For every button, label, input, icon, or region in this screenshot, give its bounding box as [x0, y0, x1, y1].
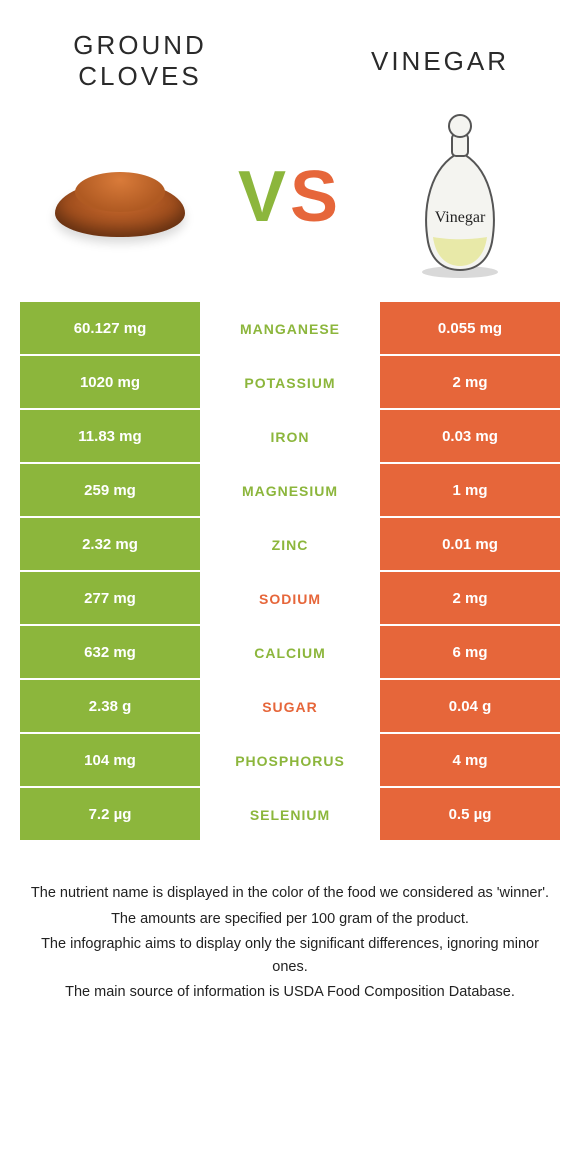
- vinegar-image: Vinegar: [380, 117, 540, 277]
- table-row: 2.38 gSugar0.04 g: [20, 680, 560, 734]
- header: GROUND CLOVES VINEGAR: [0, 0, 580, 102]
- cell-right-value: 2 mg: [380, 356, 560, 410]
- table-row: 2.32 mgZinc0.01 mg: [20, 518, 560, 572]
- footnote-line: The nutrient name is displayed in the co…: [30, 882, 550, 905]
- cell-nutrient-label: Selenium: [200, 788, 380, 842]
- title-right: VINEGAR: [340, 46, 540, 77]
- cell-nutrient-label: Potassium: [200, 356, 380, 410]
- table-row: 1020 mgPotassium2 mg: [20, 356, 560, 410]
- cell-left-value: 104 mg: [20, 734, 200, 788]
- table-row: 11.83 mgIron0.03 mg: [20, 410, 560, 464]
- vinegar-bottle-label: Vinegar: [435, 209, 486, 226]
- cell-left-value: 2.32 mg: [20, 518, 200, 572]
- cell-right-value: 0.04 g: [380, 680, 560, 734]
- footnotes: The nutrient name is displayed in the co…: [0, 842, 580, 1004]
- cell-nutrient-label: Phosphorus: [200, 734, 380, 788]
- cell-nutrient-label: Sodium: [200, 572, 380, 626]
- cell-left-value: 11.83 mg: [20, 410, 200, 464]
- table-row: 259 mgMagnesium1 mg: [20, 464, 560, 518]
- cell-nutrient-label: Sugar: [200, 680, 380, 734]
- title-left: GROUND CLOVES: [40, 30, 240, 92]
- cell-nutrient-label: Magnesium: [200, 464, 380, 518]
- cell-right-value: 0.03 mg: [380, 410, 560, 464]
- footnote-line: The main source of information is USDA F…: [30, 981, 550, 1004]
- image-row: VS Vinegar: [0, 102, 580, 302]
- cell-right-value: 0.01 mg: [380, 518, 560, 572]
- cell-right-value: 4 mg: [380, 734, 560, 788]
- cell-nutrient-label: Calcium: [200, 626, 380, 680]
- footnote-line: The amounts are specified per 100 gram o…: [30, 908, 550, 931]
- cell-nutrient-label: Manganese: [200, 302, 380, 356]
- cell-left-value: 7.2 µg: [20, 788, 200, 842]
- cell-left-value: 632 mg: [20, 626, 200, 680]
- cell-left-value: 259 mg: [20, 464, 200, 518]
- footnote-line: The infographic aims to display only the…: [30, 933, 550, 979]
- table-row: 632 mgCalcium6 mg: [20, 626, 560, 680]
- cell-nutrient-label: Iron: [200, 410, 380, 464]
- vs-label: VS: [238, 156, 342, 238]
- cell-left-value: 2.38 g: [20, 680, 200, 734]
- cell-right-value: 0.055 mg: [380, 302, 560, 356]
- cell-right-value: 0.5 µg: [380, 788, 560, 842]
- table-row: 7.2 µgSelenium0.5 µg: [20, 788, 560, 842]
- vs-v: V: [238, 156, 290, 238]
- cell-right-value: 2 mg: [380, 572, 560, 626]
- comparison-table: 60.127 mgManganese0.055 mg1020 mgPotassi…: [20, 302, 560, 842]
- cell-left-value: 60.127 mg: [20, 302, 200, 356]
- cell-right-value: 6 mg: [380, 626, 560, 680]
- table-row: 277 mgSodium2 mg: [20, 572, 560, 626]
- cell-right-value: 1 mg: [380, 464, 560, 518]
- cell-left-value: 277 mg: [20, 572, 200, 626]
- vs-s: S: [290, 156, 342, 238]
- ground-cloves-image: [40, 117, 200, 277]
- table-row: 104 mgPhosphorus4 mg: [20, 734, 560, 788]
- cell-left-value: 1020 mg: [20, 356, 200, 410]
- table-row: 60.127 mgManganese0.055 mg: [20, 302, 560, 356]
- cell-nutrient-label: Zinc: [200, 518, 380, 572]
